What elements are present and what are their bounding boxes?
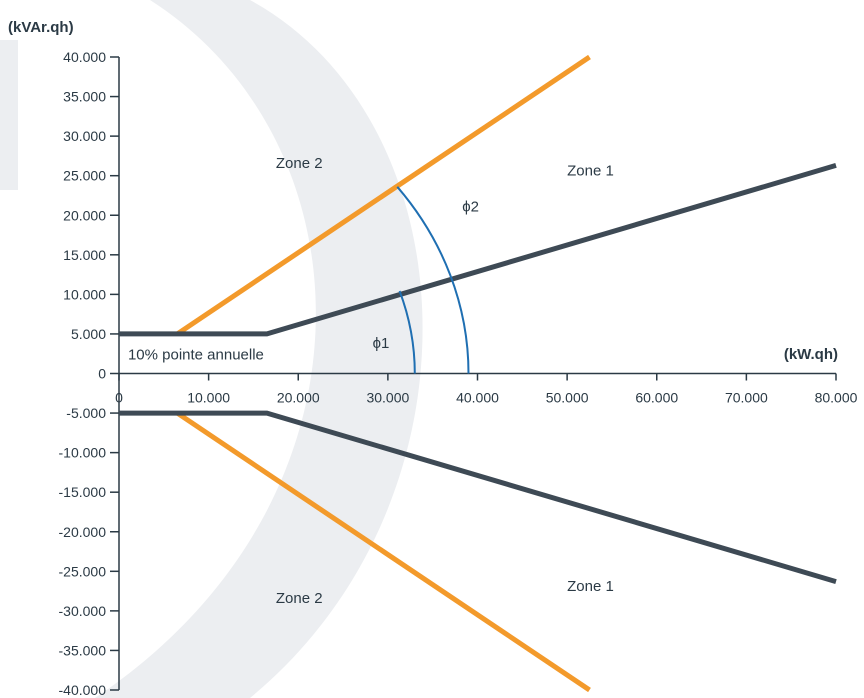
phi1-arc [398,290,416,374]
phi2-label: ϕ2 [462,198,479,215]
y-tick-label: -40.000 [59,682,107,698]
watermark-bar [0,40,18,190]
x-tick-label: 40.000 [456,390,499,406]
x-tick-label: 70.000 [725,390,768,406]
y-tick-label: 5.000 [71,326,106,342]
zone1-lower: Zone 1 [567,578,614,595]
zone1-upper: Zone 1 [567,163,614,180]
phi1-label: ϕ1 [373,335,390,352]
x-tick-label: 60.000 [635,390,678,406]
y-tick-label: 40.000 [63,49,106,65]
y-tick-label: -30.000 [59,603,107,619]
x-tick-label: 20.000 [277,390,320,406]
series-line-4 [119,410,837,584]
x-tick-label: 10.000 [187,390,230,406]
y-tick-label: 0 [98,366,106,382]
y-tick-label: 30.000 [63,128,106,144]
y-tick-label: 10.000 [63,286,106,302]
pointe-label: 10% pointe annuelle [128,346,264,363]
y-tick-label: 25.000 [63,168,106,184]
x-tick-label: 0 [115,390,123,406]
y-tick-label: -15.000 [59,484,107,500]
y-tick-label: 35.000 [63,89,106,105]
x-tick-label: 50.000 [546,390,589,406]
y-tick-label: -20.000 [59,524,107,540]
axes: (kVAr.qh) (kW.qh) 40.000 35.000 30.000 25.0… [8,19,858,698]
series-line-3 [119,163,837,337]
x-tick-label: 30.000 [366,390,409,406]
zone2-lower: Zone 2 [276,590,323,607]
y-tick-label: -25.000 [59,563,107,579]
series-line-1 [175,54,591,336]
y-tick-label: 15.000 [63,247,106,263]
y-tick-label: -35.000 [59,642,107,658]
x-tick-label: 80.000 [815,390,858,406]
phi2-arc [396,186,470,374]
annotation-layer: Zone 2 Zone 1 Zone 2 Zone 1 ϕ1 ϕ2 10% pointe a… [128,155,614,607]
arc-layer [396,186,470,374]
y-tick-label: -5.000 [66,405,106,421]
series-layer [119,54,837,693]
y-tick-label: -10.000 [59,445,107,461]
y-tick-label: 20.000 [63,207,106,223]
x-axis-title: (kW.qh) [784,346,838,363]
zone2-upper: Zone 2 [276,155,323,172]
series-line-2 [175,411,591,693]
y-axis-title: (kVAr.qh) [8,19,74,36]
